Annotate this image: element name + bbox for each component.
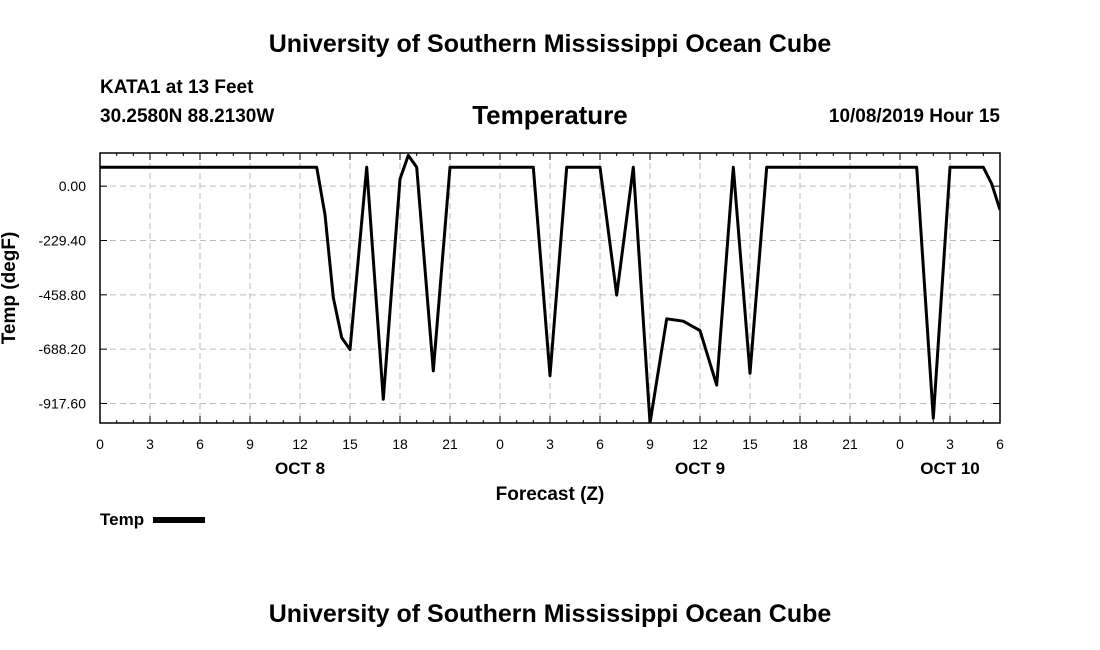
grid-lines — [100, 153, 1000, 423]
x-tick-label: 18 — [392, 436, 408, 452]
x-tick-label: 6 — [196, 436, 204, 452]
series-layer — [100, 153, 1000, 423]
x-tick-label: 18 — [792, 436, 808, 452]
x-tick-label: 21 — [842, 436, 858, 452]
x-axis-label: Forecast (Z) — [496, 484, 605, 505]
footer-title: University of Southern Mississippi Ocean… — [268, 600, 832, 628]
x-tick-label: 3 — [546, 436, 554, 452]
x-tick-label: 15 — [342, 436, 358, 452]
x-tick-label: 6 — [996, 436, 1004, 452]
org-title: University of Southern Mississippi Ocean… — [268, 30, 832, 58]
y-tick-label: -458.80 — [39, 287, 87, 303]
x-tick-label: 3 — [946, 436, 954, 452]
x-tick-label: 6 — [596, 436, 604, 452]
x-tick-label: 0 — [496, 436, 504, 452]
legend-label: Temp — [100, 510, 145, 529]
x-tick-label: 3 — [146, 436, 154, 452]
y-tick-label: -229.40 — [39, 232, 87, 248]
y-tick-label: -688.20 — [39, 341, 87, 357]
station-label: KATA1 at 13 Feet — [100, 77, 254, 98]
x-tick-label: 15 — [742, 436, 758, 452]
x-tick-label: 0 — [96, 436, 104, 452]
day-label: OCT 9 — [675, 459, 725, 478]
x-tick-label: 0 — [896, 436, 904, 452]
x-tick-label: 12 — [692, 436, 708, 452]
coordinates-label: 30.2580N 88.2130W — [100, 106, 275, 127]
y-tick-label: 0.00 — [59, 178, 86, 194]
legend: Temp — [100, 510, 206, 530]
y-tick-label: -917.60 — [39, 395, 87, 411]
axes: 0 3 6 9 12 15 18 21 0 3 6 9 12 15 18 21 0 3 6 0.00 -229.40 -4… — [39, 153, 1004, 478]
x-tick-label: 9 — [646, 436, 654, 452]
x-tick-label: 21 — [442, 436, 458, 452]
day-label: OCT 8 — [275, 459, 325, 478]
forecast-datetime: 10/08/2019 Hour 15 — [828, 106, 1000, 127]
chart-title: Temperature — [472, 100, 628, 130]
series-line-temp — [100, 153, 1000, 423]
legend-line-swatch — [153, 517, 206, 523]
day-label: OCT 10 — [920, 459, 980, 478]
y-axis-label: Temp (degF) — [0, 232, 20, 345]
x-tick-label: 12 — [292, 436, 308, 452]
x-tick-label: 9 — [246, 436, 254, 452]
